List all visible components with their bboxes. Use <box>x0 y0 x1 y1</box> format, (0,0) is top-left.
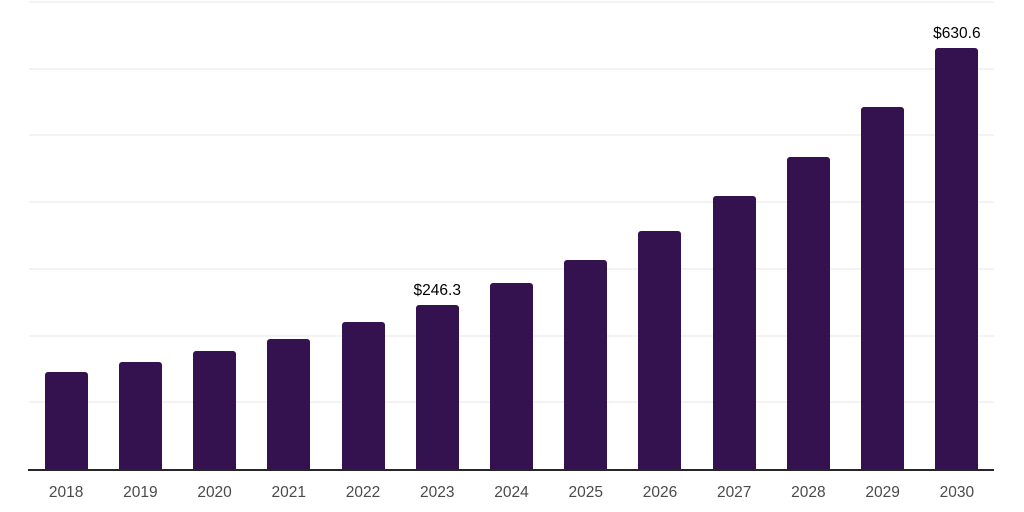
x-tick-label-2026: 2026 <box>642 484 678 501</box>
x-tick-label-2024: 2024 <box>494 484 529 501</box>
x-tick-label-2021: 2021 <box>271 484 307 501</box>
x-tick-label-2020: 2020 <box>197 484 232 501</box>
x-tick-label-2022: 2022 <box>345 484 381 501</box>
bar-2019 <box>118 361 162 469</box>
x-tick-label-2030: 2030 <box>939 484 975 501</box>
bar-2027 <box>712 196 756 469</box>
x-tick-label-2028: 2028 <box>791 484 826 501</box>
x-tick-label-2025: 2025 <box>568 484 603 501</box>
x-tick-label-2027: 2027 <box>716 484 752 501</box>
bar-2026 <box>638 230 682 469</box>
x-axis-line <box>28 469 994 471</box>
bar-2022 <box>341 322 385 469</box>
data-label-2023: $246.3 <box>413 281 461 299</box>
x-tick-label-2019: 2019 <box>123 484 158 501</box>
gridline-600 <box>29 67 994 70</box>
gridline-500 <box>29 134 994 137</box>
bar-2021 <box>267 338 311 469</box>
bar-2029 <box>861 106 905 469</box>
x-tick-label-2018: 2018 <box>48 484 84 501</box>
data-label-2030: $630.6 <box>933 25 981 43</box>
bar-2025 <box>564 260 608 469</box>
bar-2024 <box>490 282 533 469</box>
bar-2028 <box>786 156 830 469</box>
gridline-300 <box>29 267 994 270</box>
x-tick-label-2023: 2023 <box>420 484 455 501</box>
bar-2030 <box>935 48 979 469</box>
x-tick-label-2029: 2029 <box>865 484 900 501</box>
bar-2023 <box>415 304 459 469</box>
bar-2020 <box>193 350 237 469</box>
bar-2018 <box>44 371 88 469</box>
gridline-400 <box>29 201 994 204</box>
gridline-700 <box>29 1 994 3</box>
